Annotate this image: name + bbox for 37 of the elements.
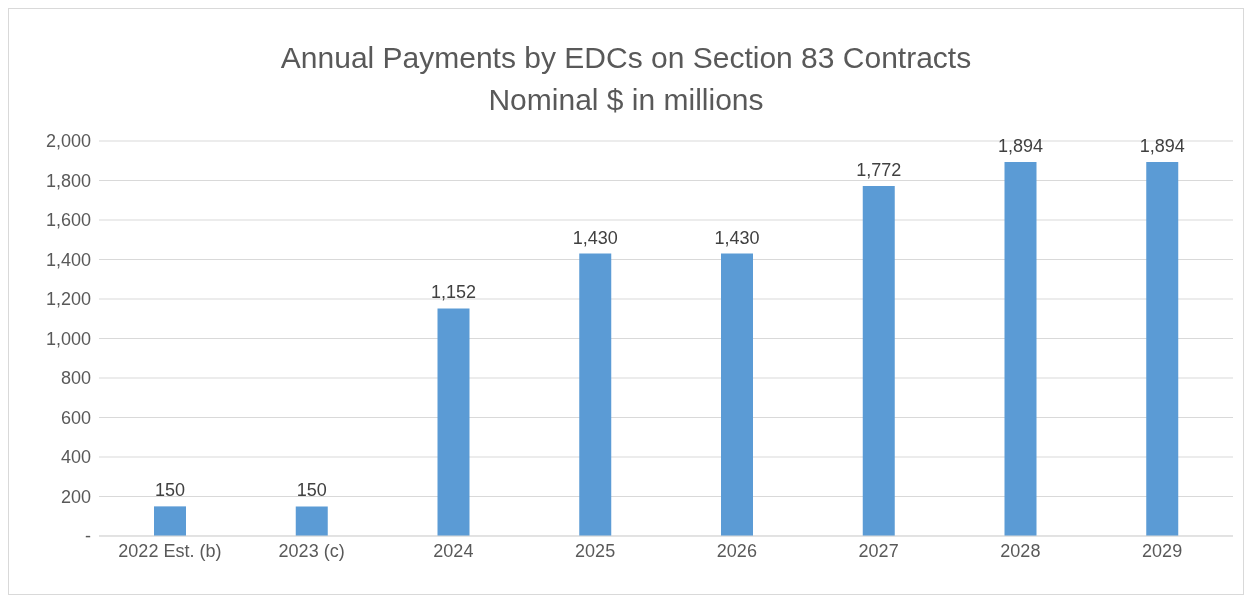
y-tick-label: - xyxy=(85,526,91,547)
data-label: 1,152 xyxy=(430,282,477,303)
bar xyxy=(579,253,612,536)
bar xyxy=(1146,161,1179,536)
y-tick-label: 800 xyxy=(60,368,91,389)
bar xyxy=(295,506,328,536)
y-tick-label: 1,000 xyxy=(45,328,91,349)
bar xyxy=(437,308,470,536)
x-tick-label: 2027 xyxy=(858,540,899,561)
x-tick-label: 2022 Est. (b) xyxy=(118,540,222,561)
data-label: 1,430 xyxy=(714,227,760,248)
y-tick-label: 400 xyxy=(60,447,91,468)
data-label: 150 xyxy=(154,480,186,501)
bar xyxy=(862,186,895,536)
data-label: 150 xyxy=(296,480,327,501)
bar xyxy=(154,506,186,536)
y-tick-label: 200 xyxy=(60,486,91,507)
chart-subtitle: Nominal $ in millions xyxy=(487,82,765,118)
bar xyxy=(721,253,753,536)
x-tick-label: 2025 xyxy=(575,540,616,561)
y-tick-label: 1,400 xyxy=(45,249,91,270)
y-tick-label: 1,200 xyxy=(45,289,91,310)
data-label: 1,894 xyxy=(997,135,1044,156)
y-tick-label: 2,000 xyxy=(45,131,91,152)
y-tick-label: 600 xyxy=(60,407,91,428)
data-label: 1,430 xyxy=(572,227,618,248)
y-tick-label: 1,800 xyxy=(45,170,91,191)
chart-title: Annual Payments by EDCs on Section 83 Contracts xyxy=(279,40,973,76)
x-tick-label: 2029 xyxy=(1142,540,1183,561)
x-tick-label: 2028 xyxy=(1000,540,1041,561)
x-tick-label: 2023 (c) xyxy=(278,540,345,561)
x-tick-label: 2024 xyxy=(433,540,474,561)
data-label: 1,772 xyxy=(856,160,902,181)
data-label: 1,894 xyxy=(1139,135,1185,156)
bar xyxy=(1004,161,1037,536)
y-tick-label: 1,600 xyxy=(45,210,91,231)
x-tick-label: 2026 xyxy=(716,540,757,561)
